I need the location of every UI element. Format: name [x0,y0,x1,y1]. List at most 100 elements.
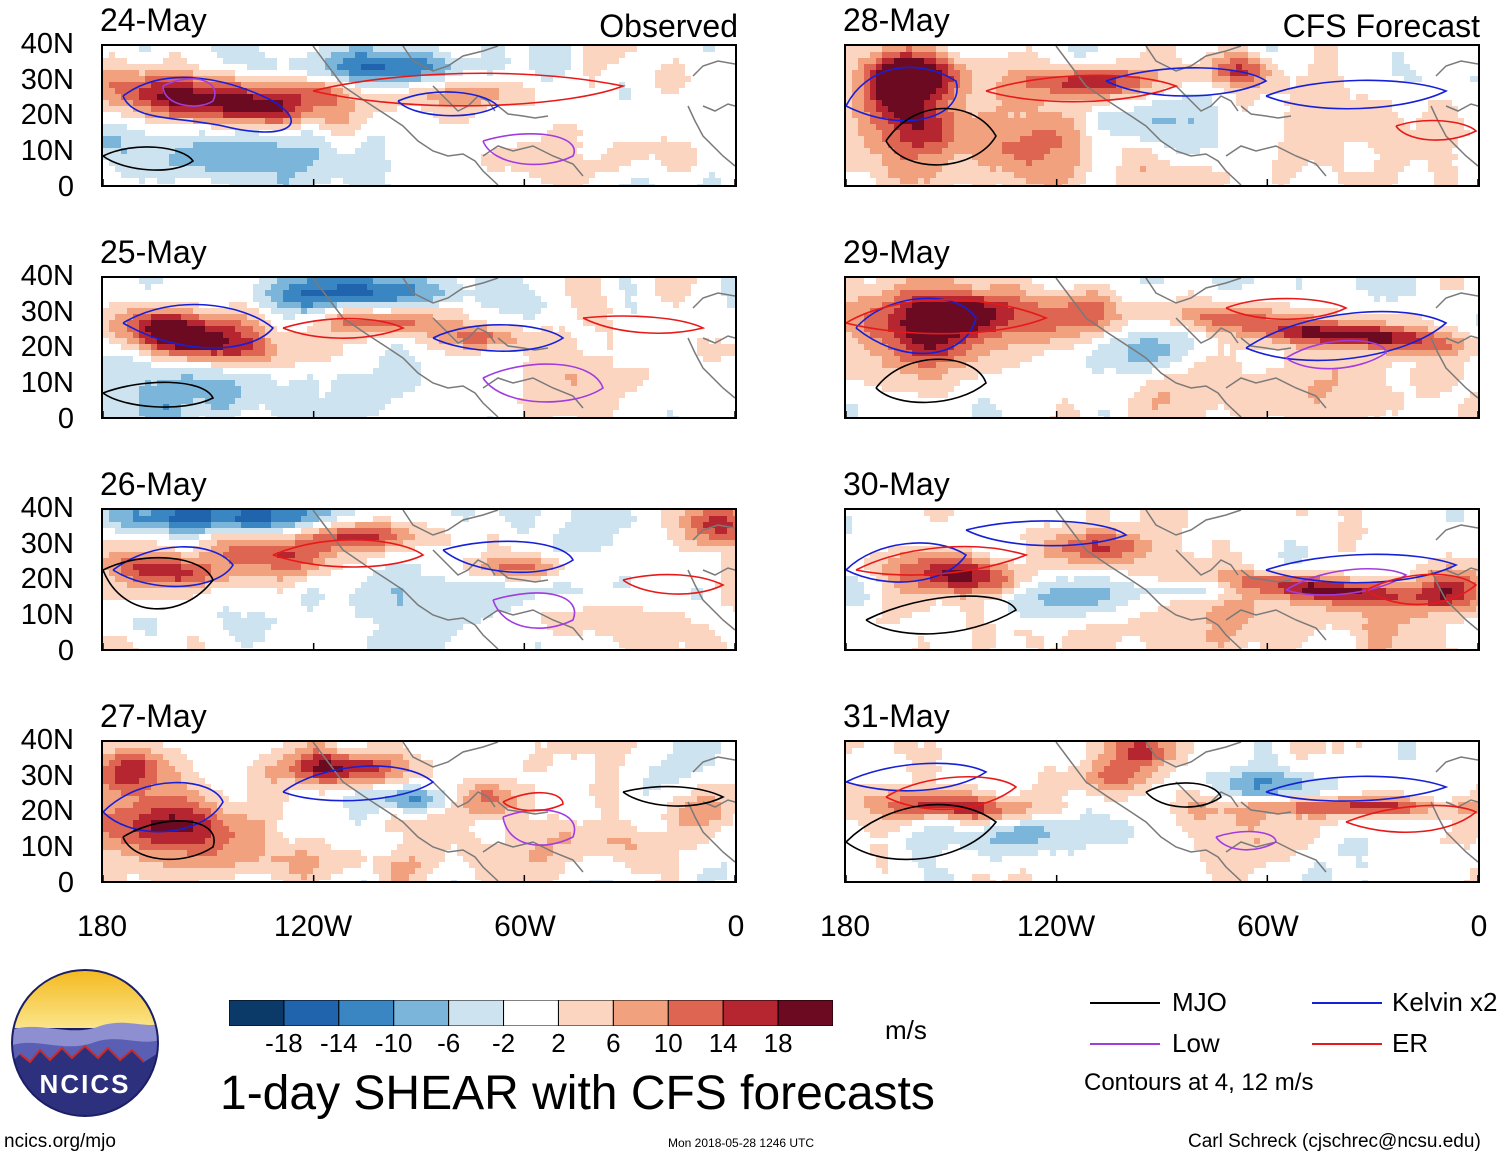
coastline [1145,510,1242,536]
coastline [702,335,735,344]
contour-kelvin [282,765,435,802]
lat-tick-label: 20N [4,797,74,826]
shear-heatmap [103,278,735,417]
panel-date-label: 25-May [100,236,207,268]
contour-mjo [103,556,214,610]
contour-er [1395,119,1478,141]
contour-kelvin [846,66,958,122]
contour-low [482,132,576,166]
colorbar-swatch [283,1000,340,1026]
contour-er [985,74,1179,103]
shear-map-panel [844,44,1480,187]
coastline [402,278,499,304]
contour-mjo [122,820,215,861]
lat-tick-label: 10N [4,369,74,398]
lat-tick-label: 40N [4,726,74,755]
coastline [1435,292,1478,309]
coastline [692,756,735,773]
contour-mjo [846,803,998,861]
contour-mjo [622,785,725,807]
legend-label-low: Low [1172,1030,1220,1056]
colorbar-swatch [667,1000,724,1026]
contour-kelvin [1265,775,1449,802]
colorbar-swatch [612,1000,669,1026]
lat-tick-label: 20N [4,101,74,130]
coastline [1225,377,1327,409]
lon-tick-label: 0 [681,912,791,942]
chart-title: 1-day SHEAR with CFS forecasts [220,1066,935,1121]
contour-er [502,791,564,812]
contour-kelvin [442,540,575,574]
shear-heatmap [846,510,1478,649]
shear-map-panel [101,276,737,419]
coastline [402,46,499,72]
coastline [702,799,735,808]
colorbar-swatch [722,1000,779,1026]
panel-date-label: 31-May [843,700,950,732]
coastline [1145,278,1242,304]
lat-tick-label: 0 [4,637,74,666]
contour-low [492,592,576,629]
colorbar-swatch [777,1000,833,1026]
contour-er [622,573,725,595]
lat-tick-label: 0 [4,869,74,898]
shear-heatmap [103,742,735,881]
contour-mjo [1145,782,1222,808]
panel-date-label: 29-May [843,236,950,268]
coastline [1225,145,1327,177]
lon-tick-label: 180 [47,912,157,942]
coastline [1055,46,1242,185]
legend-label-er: ER [1392,1030,1428,1056]
coastline [497,337,549,351]
coastline [1430,801,1478,863]
colorbar-swatch [503,1000,559,1026]
panel-date-label: 27-May [100,700,207,732]
coastline [1225,609,1327,641]
panel-date-label: 30-May [843,468,950,500]
colorbar-tick-label: 2 [530,1030,586,1056]
colorbar-tick-label: -2 [476,1030,532,1056]
contour-kelvin [855,297,977,355]
panel-date-label: 28-May [843,4,950,36]
colorbar [229,1000,833,1026]
lat-tick-label: 0 [4,405,74,434]
colorbar-tick-label: -14 [311,1030,367,1056]
contour-kelvin [122,303,275,349]
colorbar-tick-label: 10 [640,1030,696,1056]
shear-map-panel [101,508,737,651]
colorbar-tick-label: -18 [256,1030,312,1056]
shear-heatmap [846,742,1478,881]
coastline [692,292,735,309]
coastline [1435,60,1478,77]
lon-tick-label: 60W [1213,912,1323,942]
shear-heatmap [103,46,735,185]
contour-low [482,363,604,403]
footer-website: ncics.org/mjo [4,1131,116,1153]
contour-mjo [875,358,987,404]
contour-low [162,78,216,107]
coastline [687,337,735,399]
lat-tick-label: 40N [4,30,74,59]
colorbar-tick-label: 6 [585,1030,641,1056]
contour-mjo [103,381,215,408]
colorbar-units: m/s [885,1015,927,1046]
coastline [482,377,584,409]
coastline [692,524,735,541]
lat-tick-label: 40N [4,262,74,291]
coastline [432,781,496,808]
contour-er [1345,804,1478,834]
legend-line-kelvin [1312,1002,1382,1004]
contour-mjo [885,107,997,166]
coastline [702,567,735,576]
panel-date-label: 24-May [100,4,207,36]
coastline [432,317,496,344]
contour-low [1285,339,1387,370]
coastline [1445,567,1478,576]
coastline [1430,569,1478,631]
lat-tick-label: 10N [4,833,74,862]
coastline [1435,524,1478,541]
forecast-label: CFS Forecast [1230,10,1480,42]
lon-tick-label: 180 [790,912,900,942]
coastline [1055,742,1242,881]
contour-kelvin [432,324,565,352]
